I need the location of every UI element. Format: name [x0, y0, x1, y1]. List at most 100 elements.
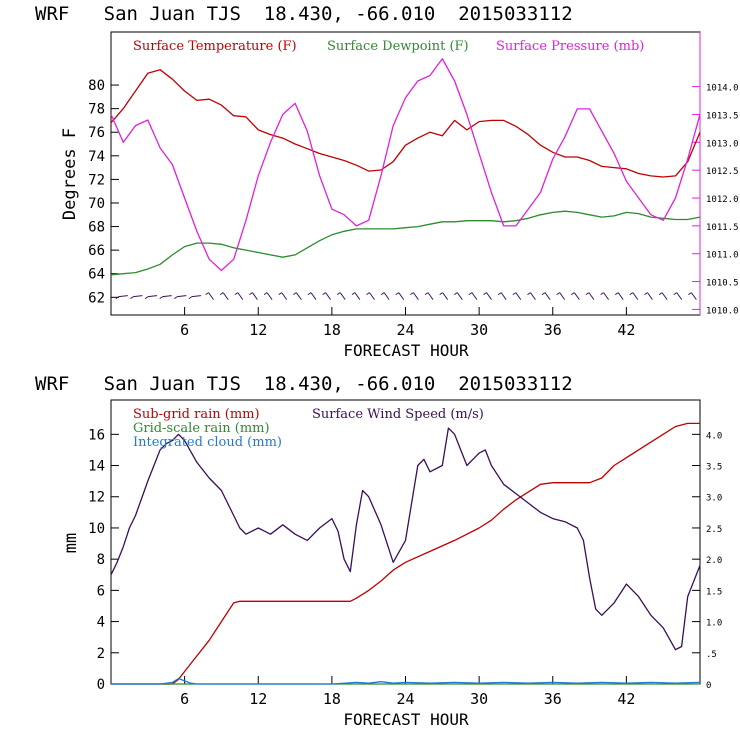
chart1-y-tick-label-68: 68 — [88, 220, 105, 236]
wind-barb-flag — [293, 292, 297, 296]
chart1-y-ticks: 62 64 66 68 70 72 74 76 78 80 — [88, 78, 119, 306]
chart2-legend-wind-speed: Surface Wind Speed (m/s) — [312, 407, 484, 422]
chart2-y-tick-label-12: 12 — [88, 490, 105, 506]
chart2-y-tick-label-16: 16 — [88, 427, 105, 443]
wind-barb — [647, 292, 653, 300]
chart2-y-tick-label-14: 14 — [88, 459, 105, 475]
wind-barb — [676, 292, 683, 300]
chart2-x-tick-label-6: 6 — [180, 690, 189, 708]
chart1-y-tick-label-62: 62 — [88, 290, 105, 306]
wind-barb-flag — [336, 292, 341, 296]
chart1-x-tick-label-30: 30 — [470, 321, 488, 339]
chart1-series-temperature — [110, 69, 701, 178]
wind-barb-flag — [307, 292, 312, 296]
wind-barb-flag — [512, 292, 517, 296]
wind-barb-flag — [351, 292, 356, 296]
wind-barb — [354, 292, 361, 300]
chart1-legend-pressure: Surface Pressure (mb) — [496, 39, 644, 54]
chart1-y-tick-label-70: 70 — [88, 196, 105, 212]
wind-barb-flag — [644, 292, 648, 296]
wind-barb-flag — [629, 292, 634, 296]
chart2-y2-tick-label-1.0: 1.0 — [706, 619, 722, 629]
wind-barb-flag — [658, 292, 663, 296]
wind-barb — [632, 292, 639, 300]
chart1-x-tick-label-36: 36 — [544, 321, 562, 339]
wind-barb — [237, 292, 244, 300]
wind-barb-flag — [673, 292, 678, 296]
chart1-y-tick-label-74: 74 — [88, 149, 105, 165]
chart2-y-tick-label-10: 10 — [88, 521, 105, 537]
wind-barb — [252, 292, 258, 300]
wind-barb — [222, 292, 229, 300]
wind-barb — [412, 292, 419, 300]
chart1-series — [110, 58, 701, 276]
wind-barb — [310, 292, 317, 300]
wind-barb — [162, 295, 172, 298]
wind-barb — [661, 292, 668, 300]
wind-barb — [383, 292, 390, 300]
wind-barb — [530, 292, 536, 300]
wind-barb-flag — [410, 292, 414, 296]
chart1-y2-tick-label-1013.5: 1013.5 — [706, 111, 739, 121]
chart2-y-tick-label-8: 8 — [97, 552, 105, 568]
chart2-title: WRF San Juan TJS 18.430, -66.010 2015033… — [35, 373, 573, 395]
wind-barb-flag — [278, 292, 282, 296]
chart2-x-tick-label-42: 42 — [617, 690, 635, 708]
wind-barb — [690, 292, 697, 300]
wind-barb — [544, 292, 551, 300]
wind-barb-flag — [571, 292, 575, 296]
wind-barb-flag — [395, 292, 400, 296]
wind-barb — [617, 292, 624, 300]
chart1-x-tick-label-42: 42 — [617, 321, 635, 339]
chart1-legend-dewpoint: Surface Dewpoint (F) — [327, 39, 469, 54]
chart2-legend-subgrid-rain: Sub-grid rain (mm) — [133, 407, 260, 422]
wind-barb — [573, 292, 580, 300]
chart1-series-dewpoint — [110, 210, 701, 276]
chart2-y2-tick-label-1.5: 1.5 — [706, 587, 722, 597]
chart2-y2-ticks: 0 .5 1.0 1.5 2.0 2.5 3.0 3.5 4.0 — [692, 431, 722, 691]
chart1-title: WRF San Juan TJS 18.430, -66.010 2015033… — [35, 3, 573, 25]
chart2-x-tick-label-30: 30 — [470, 690, 488, 708]
wind-barb — [147, 295, 158, 298]
chart1-y2-tick-label-1011.0: 1011.0 — [706, 251, 739, 261]
chart1-y2-tick-label-1010.0: 1010.0 — [706, 306, 739, 316]
chart2-y-tick-label-0: 0 — [97, 677, 105, 693]
wind-barb-flag — [453, 292, 458, 296]
chart2-y2-tick-label-3.0: 3.0 — [706, 494, 722, 504]
wind-barb — [398, 292, 405, 300]
wind-barb-flag — [159, 296, 163, 300]
wind-barb-flag — [130, 296, 134, 300]
chart2-legend-gridscale-rain: Grid-scale rain (mm) — [133, 421, 270, 436]
wind-barb-flag — [366, 292, 370, 296]
chart1-x-label: FORECAST HOUR — [343, 341, 469, 360]
chart1-y-tick-label-72: 72 — [88, 172, 105, 188]
chart1-y2-tick-label-1011.5: 1011.5 — [706, 223, 739, 233]
chart1-y-tick-label-76: 76 — [88, 125, 105, 141]
chart1-series-pressure — [110, 58, 701, 272]
wind-barb-flag — [527, 292, 531, 296]
wind-barb-flag — [174, 296, 178, 300]
wind-barb — [456, 292, 463, 300]
chart2-x-label: FORECAST HOUR — [343, 710, 469, 729]
wind-barb — [325, 292, 332, 300]
wind-barb-flag — [205, 292, 209, 296]
chart1-y-tick-label-66: 66 — [88, 243, 105, 259]
chart1-y2-tick-label-1012.0: 1012.0 — [706, 195, 739, 205]
wind-barb-flag — [585, 292, 590, 296]
wind-barb-flag — [541, 292, 546, 296]
wind-barb-flag — [263, 292, 268, 296]
chart1-legend-temperature: Surface Temperature (F) — [133, 39, 297, 54]
chart2-x-ticks: 6 12 18 24 30 36 42 — [180, 676, 635, 708]
wind-barb-flag — [483, 292, 487, 296]
wind-barb-flag — [424, 292, 429, 296]
wind-barb-flag — [144, 296, 149, 300]
wind-barb — [603, 292, 609, 300]
chart1-x-tick-label-6: 6 — [180, 321, 189, 339]
chart1-y-tick-label-80: 80 — [88, 78, 105, 94]
chart2-y2-tick-label-.5: .5 — [706, 650, 717, 660]
wind-barb — [369, 292, 375, 300]
wind-barb — [177, 295, 187, 298]
chart2-x-tick-label-18: 18 — [323, 690, 341, 708]
